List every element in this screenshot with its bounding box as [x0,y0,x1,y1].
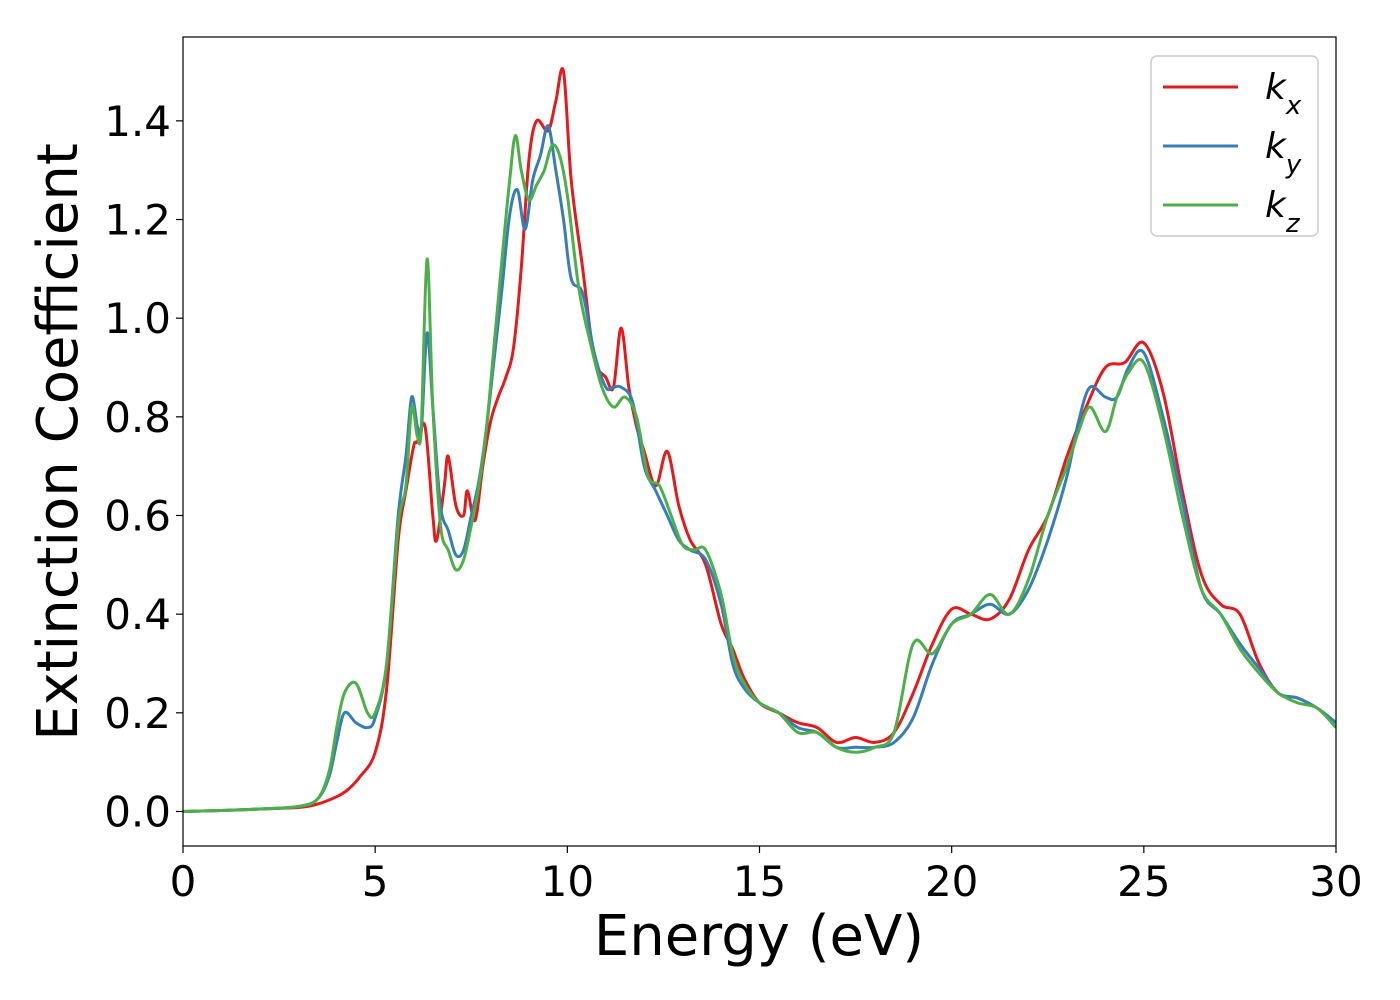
y-tick-label: 0.8 [104,393,171,442]
y-tick-label: 1.2 [104,196,171,245]
y-tick-label: 0.6 [104,491,171,540]
legend-label: ky [1265,126,1302,180]
y-axis-ticks: 0.0 0.2 0.4 0.6 0.8 1.0 1.2 1.4 [104,97,183,836]
x-tick-label: 25 [1117,857,1170,906]
y-tick-label: 1.0 [104,294,171,343]
x-tick-label: 10 [541,857,594,906]
x-tick-label: 0 [170,857,197,906]
y-tick-label: 0.0 [104,787,171,836]
x-tick-label: 20 [925,857,978,906]
y-tick-label: 0.2 [104,689,171,738]
x-tick-label: 5 [362,857,389,906]
plot-frame [182,36,1337,847]
y-axis-title: Extinction Coefficient [26,143,91,741]
legend-label: kz [1265,185,1301,239]
series-line-ky [183,124,1336,813]
series-line-kz [183,134,1336,813]
x-axis-ticks: 0 5 10 15 20 25 30 [170,846,1363,906]
x-tick-label: 30 [1309,857,1362,906]
series-lines [183,67,1336,813]
x-axis-title: Energy (eV) [594,904,924,969]
y-tick-label: 0.4 [104,590,171,639]
y-tick-label: 1.4 [104,97,171,146]
legend-label: kx [1265,67,1302,121]
x-tick-label: 15 [733,857,786,906]
